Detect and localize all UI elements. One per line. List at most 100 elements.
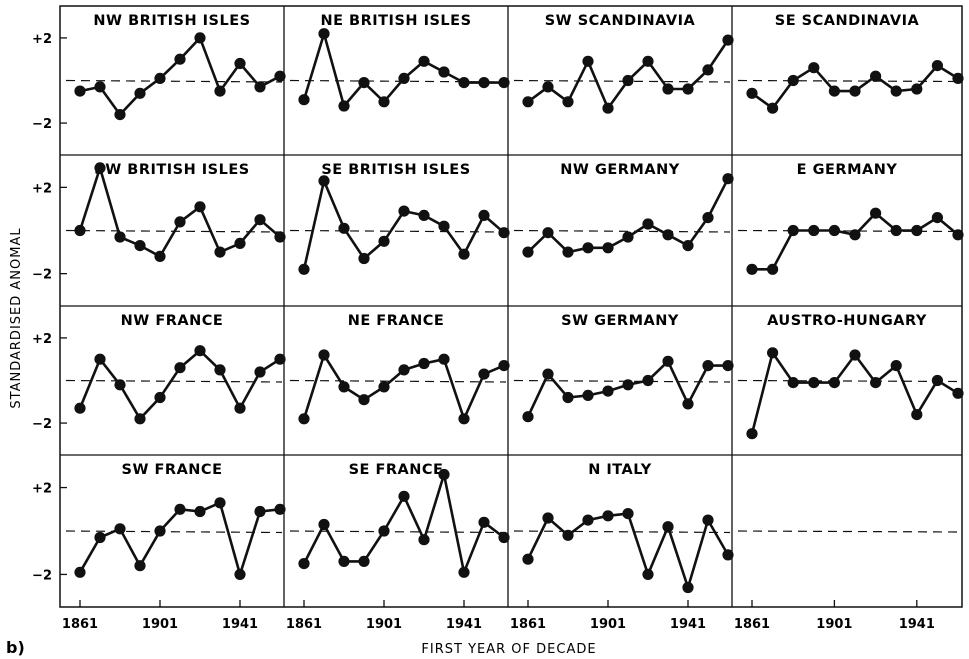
data-point: [114, 523, 126, 535]
data-point: [338, 222, 350, 234]
data-point: [767, 263, 779, 275]
data-point: [358, 555, 370, 568]
series-line: [302, 473, 505, 574]
panel-title: SW BRITISH ISLES: [94, 162, 249, 178]
data-point: [418, 357, 430, 370]
data-point: [154, 72, 166, 84]
series-line: [752, 211, 959, 271]
data-point: [722, 549, 734, 561]
data-point: [562, 246, 574, 258]
data-point: [787, 224, 799, 237]
panel: SE FRANCE: [289, 462, 510, 578]
data-point: [767, 347, 779, 359]
data-point: [114, 109, 126, 121]
data-point: [338, 381, 350, 393]
data-point: [582, 242, 594, 254]
y-tick-label: +2: [32, 332, 52, 347]
data-point: [478, 516, 490, 528]
data-point: [234, 402, 246, 414]
data-point: [582, 389, 594, 401]
data-point: [642, 568, 654, 581]
data-point: [254, 81, 266, 93]
data-point: [828, 85, 841, 97]
data-point: [682, 240, 694, 252]
data-point: [602, 510, 614, 522]
data-point: [94, 531, 106, 544]
data-point: [438, 66, 450, 78]
data-point: [746, 428, 758, 440]
data-point: [458, 566, 470, 578]
data-point: [134, 560, 146, 572]
panel: SE BRITISH ISLES: [289, 162, 510, 275]
data-point: [274, 70, 286, 82]
data-point: [174, 53, 186, 65]
data-point: [952, 229, 964, 241]
panel-title: NE BRITISH ISLES: [320, 13, 471, 29]
panel-title: NW GERMANY: [560, 162, 679, 178]
panel-title: AUSTRO-HUNGARY: [767, 313, 927, 329]
panel: NW FRANCE: [65, 313, 286, 425]
data-point: [870, 377, 882, 389]
data-point: [702, 212, 714, 224]
y-tick-label: +2: [32, 181, 52, 196]
data-point: [890, 360, 902, 372]
data-point: [398, 205, 410, 217]
series-line: [302, 32, 504, 108]
panel: [737, 530, 961, 533]
panel-title: NW BRITISH ISLES: [93, 13, 250, 29]
data-point: [234, 57, 246, 70]
data-point: [398, 490, 410, 502]
y-axis-label: STANDARDISED ANOMAL: [9, 227, 24, 408]
data-point: [602, 385, 614, 397]
data-point: [438, 353, 450, 365]
data-point: [418, 534, 430, 546]
zero-line: [65, 530, 283, 534]
data-point: [931, 374, 944, 387]
data-point: [458, 413, 470, 425]
data-point: [214, 497, 226, 509]
data-point: [478, 368, 490, 380]
y-tick-label: −2: [32, 417, 52, 432]
data-point: [828, 377, 841, 389]
data-point: [952, 72, 964, 84]
panel: N ITALY: [513, 462, 734, 594]
data-point: [418, 209, 430, 221]
data-point: [254, 505, 266, 518]
data-point: [722, 34, 734, 46]
panel: SW GERMANY: [513, 313, 734, 423]
data-point: [622, 231, 634, 243]
panel: SW BRITISH ISLES: [65, 162, 286, 262]
panel-title: E GERMANY: [797, 162, 898, 178]
data-point: [234, 568, 246, 581]
panels: NW BRITISH ISLES NE BRITISH ISLES SW SCAND…: [65, 13, 964, 594]
data-point: [134, 87, 146, 99]
data-point: [702, 360, 714, 372]
y-tick-label: −2: [32, 568, 52, 583]
x-tick-label: 1941: [899, 617, 935, 632]
data-point: [458, 248, 470, 260]
data-point: [952, 387, 964, 399]
data-point: [522, 411, 534, 423]
data-point: [911, 224, 923, 237]
x-tick-label: 1901: [590, 617, 626, 632]
data-point: [254, 214, 266, 226]
series-line: [526, 512, 730, 589]
data-point: [358, 394, 370, 406]
data-point: [870, 207, 882, 219]
zero-line: [65, 379, 283, 383]
panel-title: SW GERMANY: [561, 313, 679, 329]
data-point: [662, 521, 674, 533]
data-point: [931, 212, 944, 224]
series-line: [79, 36, 281, 116]
data-point: [214, 246, 226, 258]
data-point: [358, 77, 370, 89]
data-point: [642, 218, 654, 230]
data-point: [542, 81, 554, 93]
data-point: [498, 531, 510, 544]
zero-line: [513, 379, 731, 383]
zero-line: [65, 79, 283, 83]
data-point: [298, 94, 310, 106]
data-point: [134, 240, 146, 252]
data-point: [274, 353, 286, 365]
